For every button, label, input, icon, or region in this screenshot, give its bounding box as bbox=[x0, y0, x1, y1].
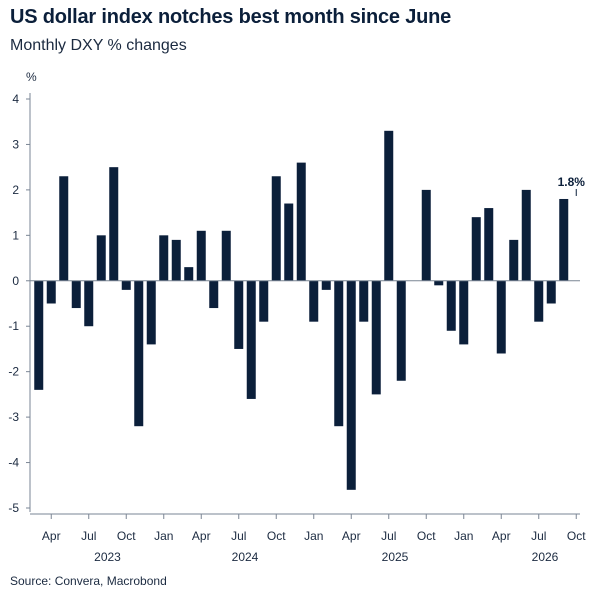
bar-2023-12 bbox=[146, 280, 156, 345]
bar-2025-04 bbox=[346, 280, 356, 490]
y-tick-label: 1 bbox=[12, 228, 19, 242]
bar-2023-07 bbox=[84, 280, 94, 327]
x-tick-label: Apr bbox=[342, 529, 361, 543]
bar-2025-06 bbox=[371, 280, 381, 395]
x-tick-label: Oct bbox=[417, 529, 436, 543]
x-tick-label: Oct bbox=[567, 529, 586, 543]
y-tick-label: -4 bbox=[8, 456, 19, 470]
bar-2024-09 bbox=[259, 280, 269, 322]
year-label: 2026 bbox=[532, 550, 559, 564]
x-tick-label: Apr bbox=[42, 529, 61, 543]
bar-2026-07 bbox=[534, 280, 544, 322]
labels-group: 4 3 2 1 0 -1 -2 -3 -4 -5 Apr Jul Oct Jan Apr Jul Oct Jan A… bbox=[8, 92, 586, 564]
bar-2023-11 bbox=[134, 280, 144, 427]
bar-2023-10 bbox=[121, 280, 131, 290]
bar-2026-01 bbox=[459, 280, 469, 345]
bar-2026-05 bbox=[509, 239, 519, 281]
x-tick-label: Oct bbox=[267, 529, 286, 543]
x-tick-label: Jul bbox=[531, 529, 546, 543]
bar-2025-08 bbox=[396, 280, 406, 381]
bar-2023-08 bbox=[96, 235, 106, 281]
y-tick-label: 3 bbox=[12, 137, 19, 151]
bar-2025-07 bbox=[384, 130, 394, 281]
bar-2026-02 bbox=[471, 217, 481, 281]
bar-2024-10 bbox=[271, 176, 281, 281]
bar-2023-09 bbox=[109, 167, 119, 281]
bar-2025-10 bbox=[421, 189, 431, 281]
bar-2026-03 bbox=[484, 208, 494, 281]
bar-2026-04 bbox=[496, 280, 506, 354]
bar-2025-05 bbox=[359, 280, 369, 322]
x-tick-label: Apr bbox=[492, 529, 511, 543]
y-tick-label: 4 bbox=[12, 92, 19, 106]
bar-2024-12 bbox=[296, 162, 306, 281]
annotation-label: 1.8% bbox=[558, 175, 586, 189]
bar-2023-03 bbox=[34, 280, 44, 390]
x-tick-label: Jul bbox=[231, 529, 246, 543]
year-label: 2024 bbox=[232, 550, 259, 564]
chart-subtitle: Monthly DXY % changes bbox=[10, 37, 187, 54]
bar-2024-11 bbox=[284, 203, 294, 281]
x-tick-label: Apr bbox=[192, 529, 211, 543]
x-tick-label: Oct bbox=[117, 529, 136, 543]
bar-2023-06 bbox=[71, 280, 81, 309]
year-label: 2023 bbox=[94, 550, 121, 564]
y-tick-label: -5 bbox=[8, 501, 19, 515]
y-tick-label: -3 bbox=[8, 410, 19, 424]
x-tick-label: Jan bbox=[154, 529, 173, 543]
y-tick-label: -2 bbox=[8, 365, 19, 379]
bar-2025-01 bbox=[309, 280, 319, 322]
bar-2025-03 bbox=[334, 280, 344, 427]
bar-2024-07 bbox=[234, 280, 244, 349]
bars-group bbox=[34, 130, 569, 490]
bar-2024-03 bbox=[184, 267, 194, 281]
x-tick-label: Jan bbox=[454, 529, 473, 543]
bar-2023-04 bbox=[46, 280, 56, 304]
year-label: 2025 bbox=[382, 550, 409, 564]
axes-group bbox=[26, 93, 580, 519]
bar-2024-01 bbox=[159, 235, 169, 281]
chart-title: US dollar index notches best month since… bbox=[10, 6, 452, 28]
source-note: Source: Convera, Macrobond bbox=[10, 574, 167, 588]
bar-2025-11 bbox=[434, 280, 444, 286]
bar-2026-06 bbox=[521, 189, 531, 281]
bar-2024-05 bbox=[209, 280, 219, 309]
bar-2023-05 bbox=[59, 176, 69, 281]
bar-2024-04 bbox=[196, 230, 206, 281]
y-axis-unit-label: % bbox=[26, 70, 37, 84]
x-tick-label: Jul bbox=[381, 529, 396, 543]
bar-2025-12 bbox=[446, 280, 456, 331]
bar-2024-06 bbox=[221, 230, 231, 281]
bar-2026-09 bbox=[559, 198, 569, 281]
y-tick-label: 0 bbox=[12, 274, 19, 288]
bar-2024-08 bbox=[246, 280, 256, 399]
y-tick-label: 2 bbox=[12, 183, 19, 197]
x-tick-label: Jul bbox=[81, 529, 96, 543]
bar-2026-08 bbox=[546, 280, 556, 304]
x-tick-label: Jan bbox=[304, 529, 323, 543]
y-tick-label: -1 bbox=[8, 319, 19, 333]
bar-2024-02 bbox=[171, 239, 181, 281]
bar-2025-02 bbox=[321, 280, 331, 290]
